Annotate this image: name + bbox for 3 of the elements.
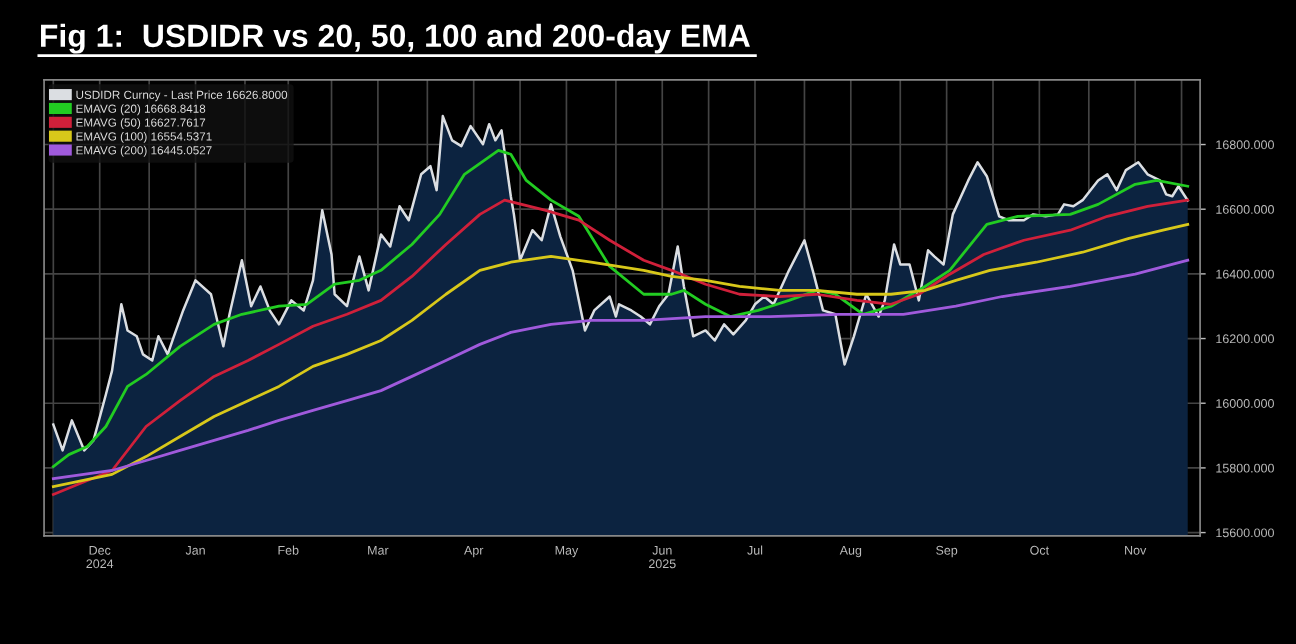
line-series [51, 258, 1190, 480]
chart-title: Fig 1: USDIDR vs 20, 50, 100 and 200-day EMA [41, 23, 750, 54]
line-series [51, 148, 1190, 468]
